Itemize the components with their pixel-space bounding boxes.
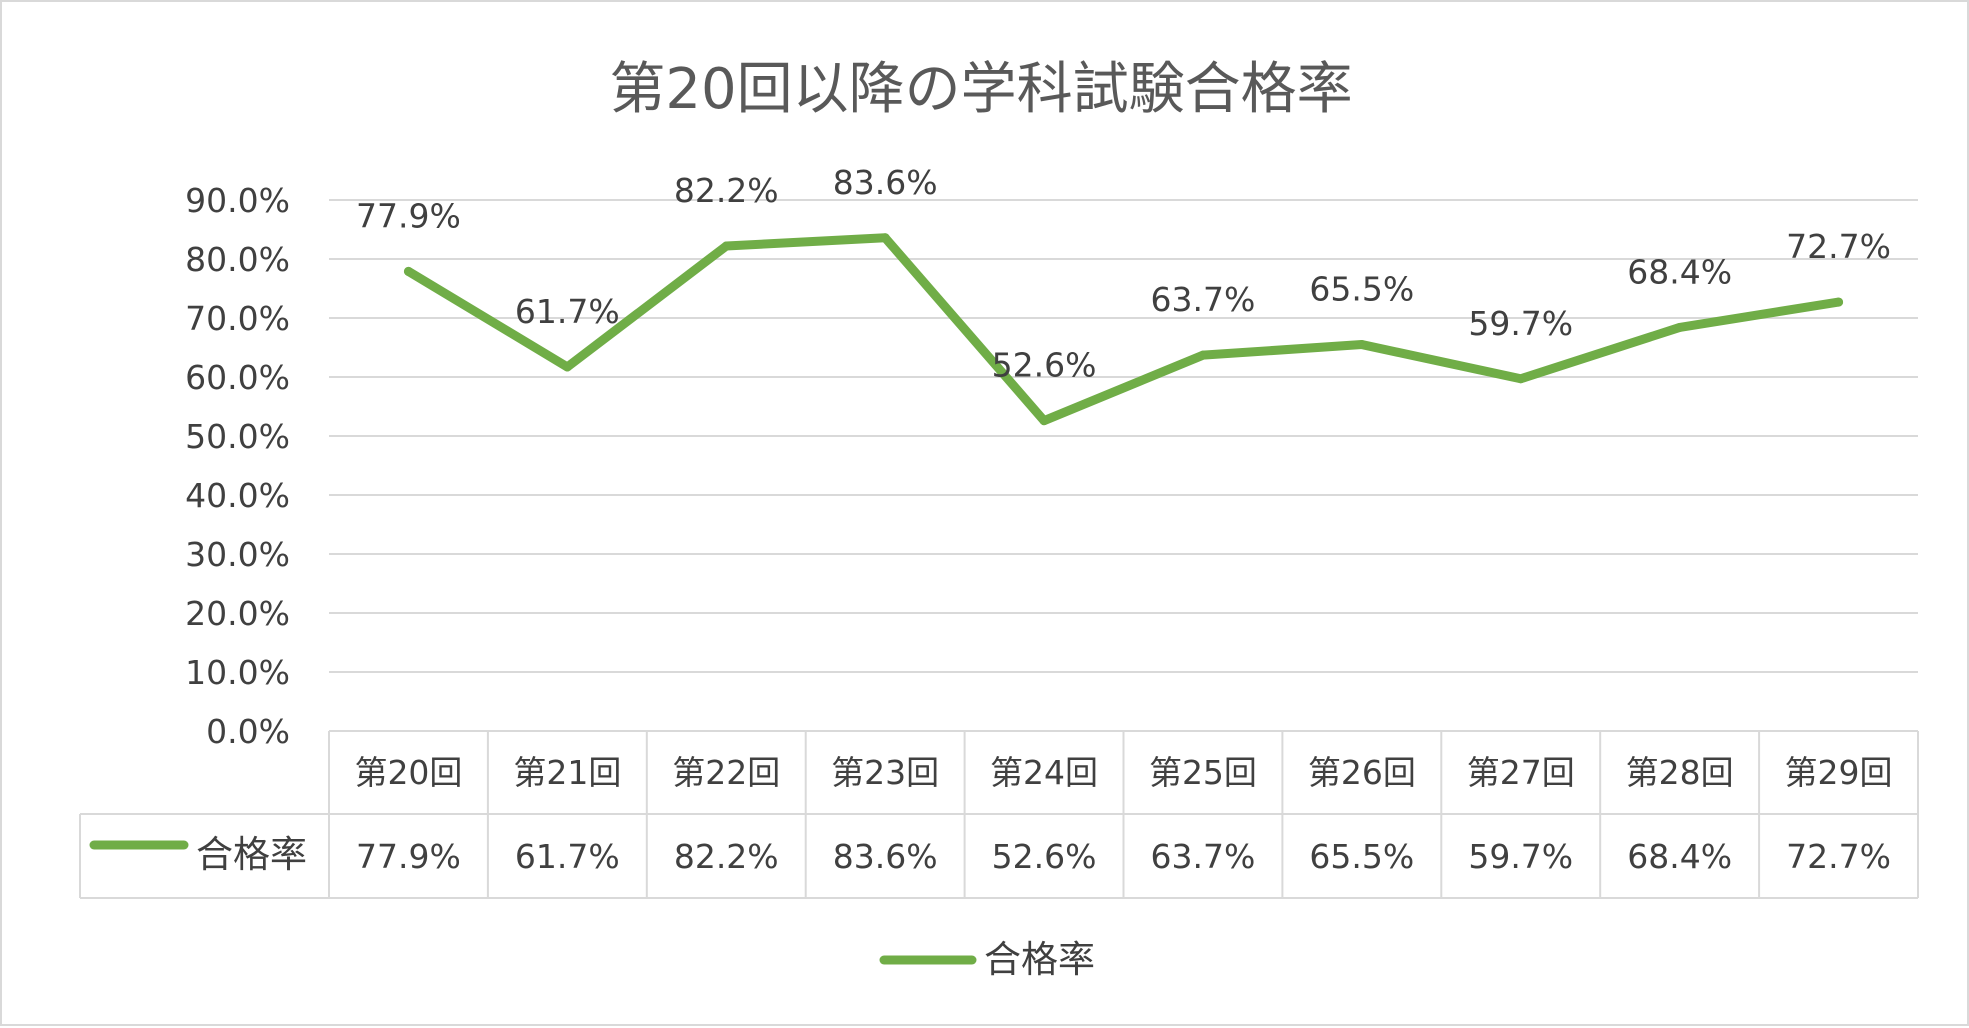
legend-label: 合格率 <box>984 938 1095 981</box>
data-point <box>562 362 572 372</box>
data-label: 61.7% <box>515 292 620 331</box>
x-category-label: 第29回 <box>1785 753 1893 792</box>
table-cell-value: 59.7% <box>1468 837 1573 876</box>
data-label: 65.5% <box>1309 270 1414 309</box>
data-point <box>1675 322 1685 332</box>
y-tick-label: 0.0% <box>206 712 290 751</box>
x-category-label: 第27回 <box>1467 753 1575 792</box>
table-cell-value: 63.7% <box>1151 837 1256 876</box>
data-point <box>1039 416 1049 426</box>
data-label: 52.6% <box>992 346 1097 385</box>
data-point <box>1357 340 1367 350</box>
x-category-label: 第22回 <box>672 753 780 792</box>
series-lines <box>403 233 1844 426</box>
data-point <box>880 233 890 243</box>
y-tick-label: 70.0% <box>185 299 290 338</box>
table-cell-value: 61.7% <box>515 837 620 876</box>
data-label: 59.7% <box>1468 304 1573 343</box>
x-category-label: 第25回 <box>1149 753 1257 792</box>
table-cell-value: 68.4% <box>1627 837 1732 876</box>
data-label: 82.2% <box>674 171 779 210</box>
y-tick-label: 40.0% <box>185 476 290 515</box>
table-cell-value: 77.9% <box>356 837 461 876</box>
data-point <box>1198 350 1208 360</box>
table-cell-value: 52.6% <box>992 837 1097 876</box>
table-cell-value: 65.5% <box>1309 837 1414 876</box>
series-line <box>403 233 1844 426</box>
x-category-label: 第21回 <box>513 753 621 792</box>
y-tick-label: 10.0% <box>185 653 290 692</box>
x-category-label: 第24回 <box>990 753 1098 792</box>
data-labels: 77.9% 61.7% 82.2% 83.6% 52.6% 63.7% 65.5% 59.7%… <box>356 163 1891 385</box>
y-tick-label: 30.0% <box>185 535 290 574</box>
data-label: 72.7% <box>1786 227 1891 266</box>
gridlines <box>329 199 1918 732</box>
x-category-label: 第26回 <box>1308 753 1416 792</box>
table-cell-value: 83.6% <box>833 837 938 876</box>
y-tick-label: 90.0% <box>185 181 290 220</box>
y-tick-label: 50.0% <box>185 417 290 456</box>
chart-title: 第20回以降の学科試験合格率 <box>609 57 1352 122</box>
x-category-label: 第23回 <box>831 753 939 792</box>
data-point <box>403 266 413 276</box>
data-table: 第20回 第21回 第22回 第23回 第24回 第25回 第26回 第27回 第28回 第29回… <box>79 730 1919 899</box>
data-point <box>721 241 731 251</box>
data-point <box>1516 374 1526 384</box>
table-cell-value: 82.2% <box>674 837 779 876</box>
y-tick-label: 80.0% <box>185 240 290 279</box>
table-cell-value: 72.7% <box>1786 837 1891 876</box>
data-point <box>1834 297 1844 307</box>
data-label: 83.6% <box>833 163 938 202</box>
x-category-label: 第28回 <box>1626 753 1734 792</box>
x-category-label: 第20回 <box>354 753 462 792</box>
y-tick-label: 60.0% <box>185 358 290 397</box>
legend: 合格率 <box>879 938 1095 981</box>
data-label: 77.9% <box>356 196 461 235</box>
y-tick-label: 20.0% <box>185 594 290 633</box>
table-series-name: 合格率 <box>196 833 307 876</box>
data-label: 68.4% <box>1627 252 1732 291</box>
data-label: 63.7% <box>1151 280 1256 319</box>
y-axis-ticks: 0.0% 10.0% 20.0% 30.0% 40.0% 50.0% 60.0% 70.0% 8… <box>185 181 290 751</box>
